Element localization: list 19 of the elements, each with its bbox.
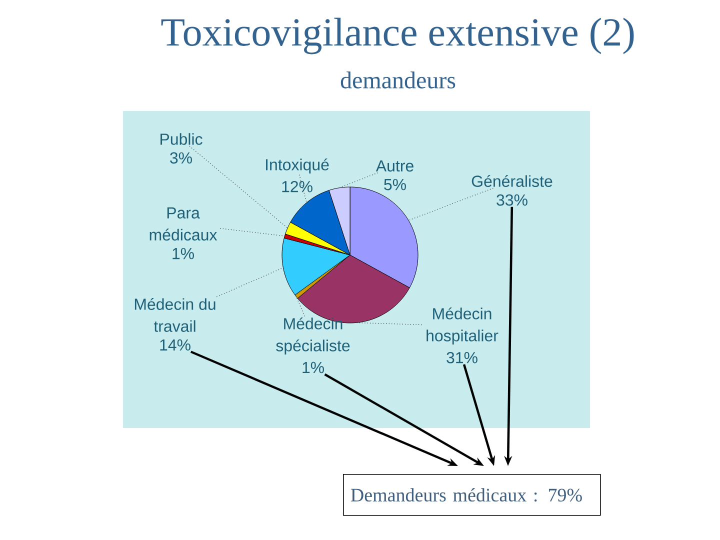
chart-title: Toxicovigilance extensive (2)	[161, 18, 634, 54]
data-label: 1%	[302, 362, 324, 374]
slice-label: Intoxiqué	[266, 158, 329, 174]
slice-label: Médecin du travail	[134, 298, 216, 332]
data-label: 33%	[496, 194, 528, 206]
text: Demandeurs médicaux : 79%	[350, 488, 582, 502]
slice-label: Para médicaux	[150, 207, 218, 241]
data-label: 1%	[172, 248, 194, 260]
data-label: 12%	[282, 180, 312, 192]
data-label: 5%	[384, 178, 406, 190]
data-label: 14%	[160, 339, 190, 351]
slice-label: Généraliste	[472, 175, 552, 187]
data-label: 31%	[446, 352, 478, 364]
slice-label: Médecin spécialiste	[276, 317, 350, 355]
slice-label: Médecin hospitalier	[426, 307, 498, 345]
data-label: 3%	[170, 152, 192, 164]
chart-subtitle: demandeurs	[340, 72, 456, 88]
slice-label: Public	[160, 133, 202, 145]
slice-label: Autre	[376, 160, 414, 172]
